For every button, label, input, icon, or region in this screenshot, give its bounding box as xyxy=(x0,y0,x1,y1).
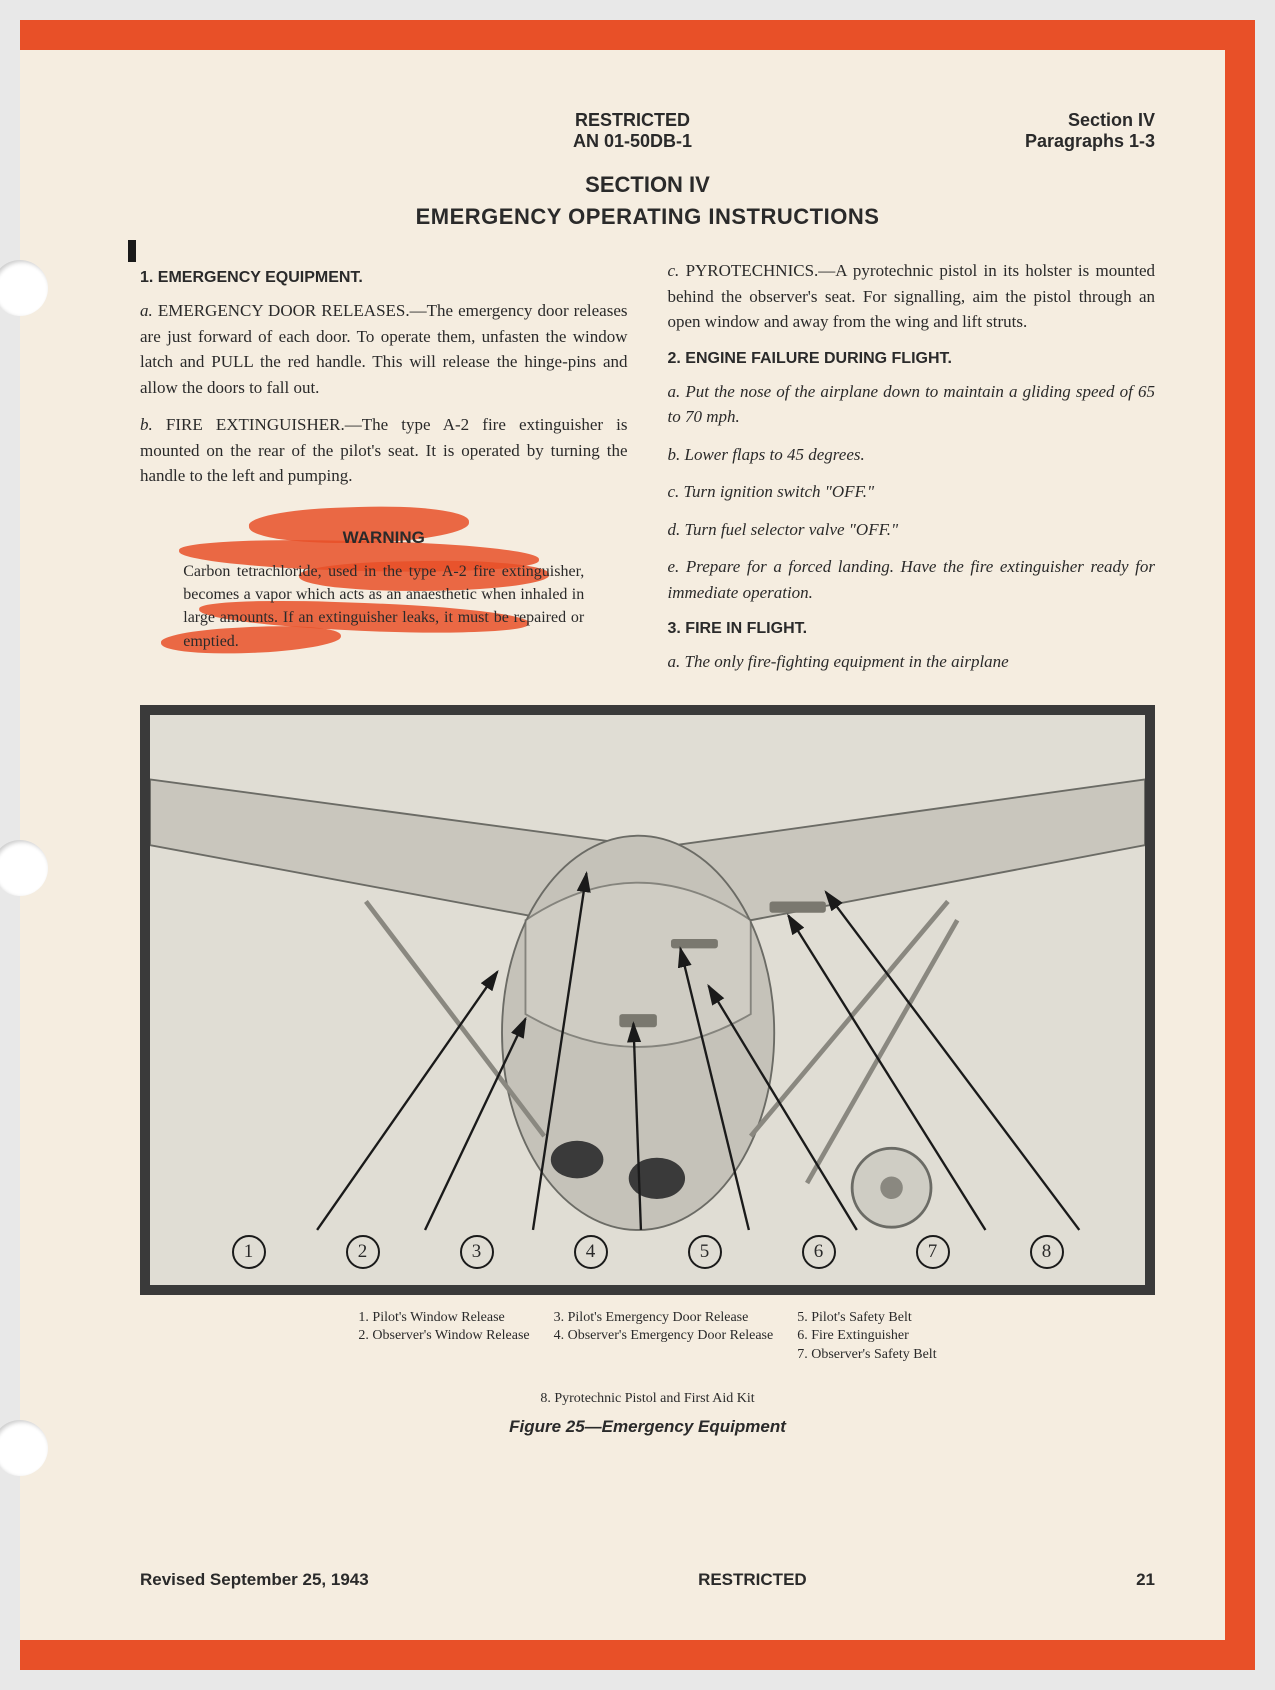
para-2b: b. Lower flaps to 45 degrees. xyxy=(668,442,1156,468)
legend-item: 4. Observer's Emergency Door Release xyxy=(554,1327,774,1346)
heading-engine-failure: 2. ENGINE FAILURE DURING FLIGHT. xyxy=(668,347,1156,371)
callout-8: 8 xyxy=(1030,1235,1064,1269)
heading-emergency-equipment: 1. EMERGENCY EQUIPMENT. xyxy=(140,266,628,290)
callout-2: 2 xyxy=(346,1235,380,1269)
para-2e: e. Prepare for a forced landing. Have th… xyxy=(668,554,1156,605)
page-header: RESTRICTED AN 01-50DB-1 Section IV Parag… xyxy=(140,110,1155,152)
section-number: SECTION IV xyxy=(140,172,1155,198)
callout-5: 5 xyxy=(688,1235,722,1269)
callout-numbers: 1 2 3 4 5 6 7 8 xyxy=(150,1235,1145,1269)
punch-hole xyxy=(0,1420,48,1476)
figure-caption: Figure 25—Emergency Equipment xyxy=(140,1417,1155,1437)
aircraft-diagram xyxy=(150,715,1145,1285)
para-fire-extinguisher: b. FIRE EXTINGUISHER.—The type A-2 fire … xyxy=(140,412,628,489)
legend-column: 3. Pilot's Emergency Door Release4. Obse… xyxy=(554,1309,774,1366)
callout-3: 3 xyxy=(460,1235,494,1269)
callout-1: 1 xyxy=(232,1235,266,1269)
callout-4: 4 xyxy=(574,1235,608,1269)
revision-bar-icon xyxy=(128,240,136,262)
page-footer: Revised September 25, 1943 RESTRICTED 21 xyxy=(140,1570,1155,1590)
section-title: EMERGENCY OPERATING INSTRUCTIONS xyxy=(140,204,1155,230)
section-ref: Section IV xyxy=(975,110,1155,131)
paragraph-ref: Paragraphs 1-3 xyxy=(975,131,1155,152)
para-pyrotechnics: c. PYROTECHNICS.—A pyrotechnic pistol in… xyxy=(668,258,1156,335)
legend-item: 5. Pilot's Safety Belt xyxy=(797,1309,936,1328)
revision-date: Revised September 25, 1943 xyxy=(140,1570,369,1590)
legend-column: 1. Pilot's Window Release2. Observer's W… xyxy=(358,1309,529,1366)
text-columns: 1. EMERGENCY EQUIPMENT. a. EMERGENCY DOO… xyxy=(140,258,1155,687)
legend-item: 6. Fire Extinguisher xyxy=(797,1327,936,1346)
para-2c: c. Turn ignition switch "OFF." xyxy=(668,479,1156,505)
document-number: AN 01-50DB-1 xyxy=(290,131,975,152)
legend-item: 8. Pyrotechnic Pistol and First Aid Kit xyxy=(140,1391,1155,1407)
para-3a: a. The only fire-fighting equipment in t… xyxy=(668,649,1156,675)
legend-item: 3. Pilot's Emergency Door Release xyxy=(554,1309,774,1328)
page-number: 21 xyxy=(1136,1570,1155,1590)
callout-7: 7 xyxy=(916,1235,950,1269)
document-frame: RESTRICTED AN 01-50DB-1 Section IV Parag… xyxy=(20,20,1255,1670)
left-column: 1. EMERGENCY EQUIPMENT. a. EMERGENCY DOO… xyxy=(140,258,628,687)
para-2d: d. Turn fuel selector valve "OFF." xyxy=(668,517,1156,543)
figure-25: 1 2 3 4 5 6 7 8 xyxy=(140,705,1155,1295)
classification-top: RESTRICTED xyxy=(290,110,975,131)
legend-item: 2. Observer's Window Release xyxy=(358,1327,529,1346)
punch-hole xyxy=(0,260,48,316)
para-2a: a. Put the nose of the airplane down to … xyxy=(668,379,1156,430)
warning-label: WARNING xyxy=(183,525,584,551)
punch-hole xyxy=(0,840,48,896)
right-column: c. PYROTECHNICS.—A pyrotechnic pistol in… xyxy=(668,258,1156,687)
figure-legend: 1. Pilot's Window Release2. Observer's W… xyxy=(140,1309,1155,1408)
classification-bottom: RESTRICTED xyxy=(698,1570,807,1590)
warning-text: Carbon tetrachloride, used in the type A… xyxy=(183,560,584,653)
legend-item: 1. Pilot's Window Release xyxy=(358,1309,529,1328)
legend-item: 7. Observer's Safety Belt xyxy=(797,1346,936,1365)
callout-6: 6 xyxy=(802,1235,836,1269)
para-door-releases: a. EMERGENCY DOOR RELEASES.—The emergenc… xyxy=(140,298,628,400)
legend-column: 5. Pilot's Safety Belt6. Fire Extinguish… xyxy=(797,1309,936,1366)
heading-fire-in-flight: 3. FIRE IN FLIGHT. xyxy=(668,617,1156,641)
page: RESTRICTED AN 01-50DB-1 Section IV Parag… xyxy=(20,50,1225,1640)
warning-box: WARNING Carbon tetrachloride, used in th… xyxy=(169,507,598,667)
